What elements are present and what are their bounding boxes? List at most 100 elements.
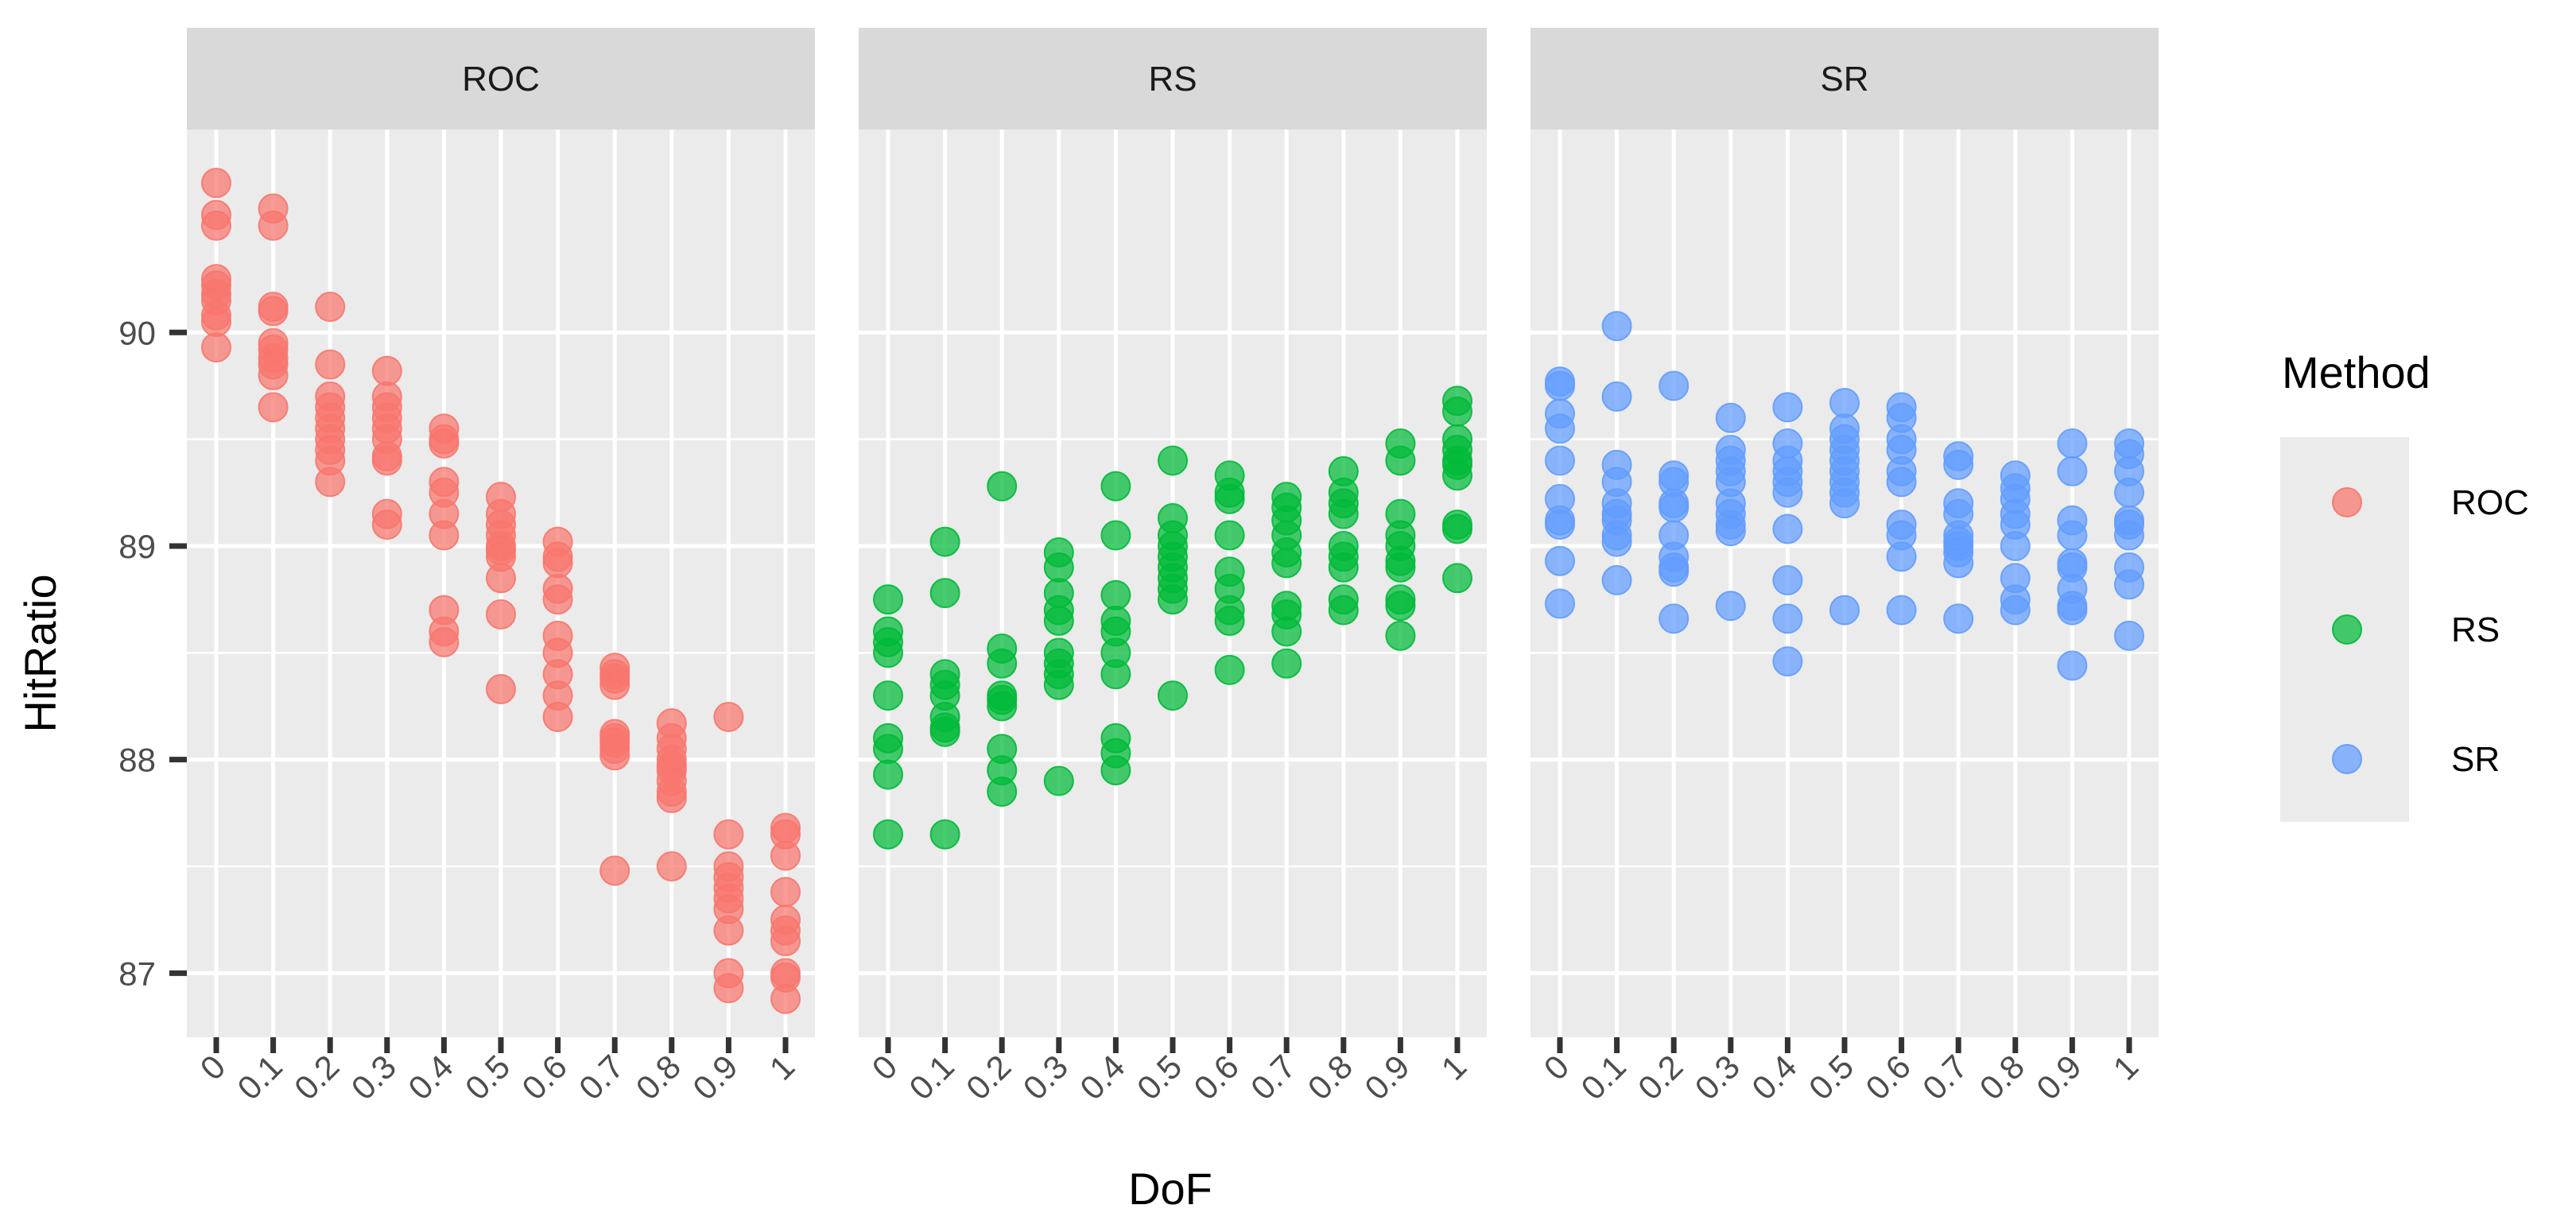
x-tick-label: 0.8 [1973,1048,2032,1107]
data-point [873,680,903,711]
data-point [1158,445,1188,476]
data-point [1886,595,1917,626]
data-point [987,691,1018,722]
data-point [201,210,231,241]
data-point [1328,498,1359,529]
data-point [1385,620,1416,651]
data-point [429,428,460,459]
data-point [1772,564,1803,595]
data-point [599,669,630,700]
data-point [987,648,1018,679]
data-point [1886,467,1917,498]
x-tick-label: 0 [1537,1048,1577,1087]
data-point [1886,541,1917,572]
x-tick-label: 0.1 [902,1048,961,1107]
data-point [1442,396,1472,427]
data-point [258,392,289,423]
facet-strip [187,28,815,130]
data-point [929,526,960,557]
x-tick-label: 0.7 [1243,1048,1303,1107]
data-point [1442,563,1472,594]
x-tick-label: 0.5 [458,1048,518,1107]
legend-entries: ROC RS SR [2332,483,2529,779]
data-point [713,915,744,946]
data-point [873,584,903,615]
data-point [1100,755,1131,786]
data-point [542,548,573,579]
data-point [2057,650,2088,681]
legend-title: Method [2282,347,2431,397]
facet-panel-roc: ROC 00.10.20.30.40.50.60.70.80.9 1 [187,28,815,1107]
data-point [1943,449,1974,480]
x-tick-label: 0.9 [685,1048,745,1107]
x-tick-label: 0.6 [514,1048,574,1107]
legend-entry-roc: ROC [2332,483,2529,522]
data-point [1100,471,1131,502]
x-tick-label: 0.7 [572,1048,631,1107]
data-point [1214,483,1245,514]
data-point [1158,680,1188,711]
x-tick-label: 1 [2106,1048,2146,1087]
facet-strip [1530,28,2159,130]
data-point [486,599,516,630]
data-point [770,877,801,908]
data-point [2114,520,2144,551]
data-point [713,819,744,850]
x-tick-label: 0.6 [1186,1048,1246,1107]
x-tick-label: 0.4 [1744,1048,1804,1107]
legend-key [2332,487,2362,517]
data-point [201,332,231,363]
data-point [1385,591,1416,622]
data-point [1271,648,1302,679]
x-tick-label: 1 [1434,1048,1474,1087]
data-point [1829,387,1860,418]
x-axis-title: DoF [1128,1164,1212,1214]
y-axis: 87 88 89 90 [118,314,187,992]
data-point [201,306,231,337]
data-point [542,584,573,615]
data-point [929,716,960,747]
data-point [1772,392,1803,423]
data-point [1100,579,1131,610]
data-point [1043,765,1074,796]
data-point [1043,552,1074,583]
data-point [1772,646,1803,677]
data-point [371,355,402,386]
x-tick-label: 0.2 [959,1048,1018,1107]
data-point [1545,445,1575,476]
x-tick-label: 0.9 [2029,1048,2089,1107]
data-point [1214,606,1245,637]
legend-entry-rs: RS [2332,610,2500,649]
data-point [2114,620,2144,651]
data-point [2114,477,2144,508]
data-point [770,926,801,957]
data-point [770,983,801,1014]
data-point [371,509,402,540]
data-point [656,783,687,814]
data-point [2057,595,2088,626]
data-point [1043,606,1074,637]
data-point [1829,595,1860,626]
data-point [873,819,903,850]
data-point [987,776,1018,807]
legend-label: SR [2451,740,2500,779]
data-point [1658,492,1690,523]
data-point [1943,548,1974,579]
legend-label: ROC [2451,483,2529,522]
data-point [1328,552,1359,583]
x-tick-label: 1 [762,1048,802,1087]
x-tick-label: 0.4 [401,1048,460,1107]
facet-panel-sr: SR 00.10.20.30.40.50.60.70.80.9 1 [1530,28,2159,1107]
data-point [486,674,516,705]
data-point [1385,445,1416,476]
data-point [1601,564,1632,595]
data-point [873,637,903,668]
data-point [486,563,516,594]
y-tick-label: 88 [118,742,156,779]
data-point [258,296,289,327]
data-point [429,626,460,657]
data-point [201,168,231,199]
data-point [2057,520,2088,551]
data-point [929,819,960,850]
